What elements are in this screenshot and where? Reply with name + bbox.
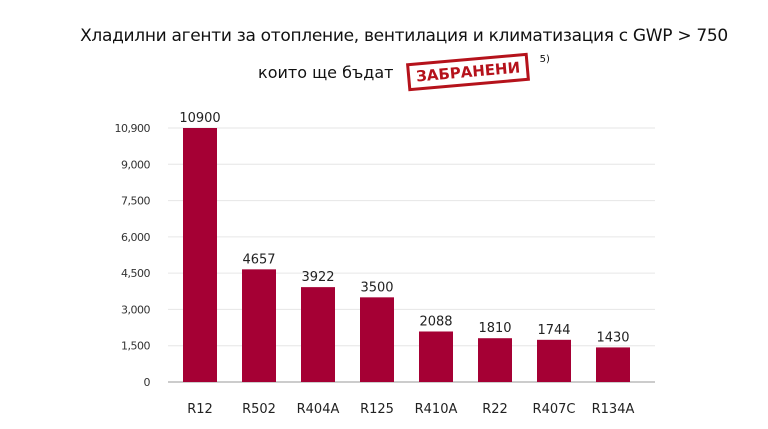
data-label: 1430 [596,330,629,345]
data-label: 4657 [242,252,275,267]
x-tick-label: R502 [242,402,276,417]
y-tick-label: 6,000 [121,231,150,244]
data-label: 3922 [301,270,334,285]
data-label: 2088 [419,314,452,329]
bar-r407c [537,339,571,382]
data-label: 1810 [478,321,511,336]
bar-r125 [360,297,394,382]
y-tick-label: 10,900 [115,122,151,135]
y-tick-label: 4,500 [121,267,150,280]
x-tick-label: R134A [592,402,635,417]
data-label: 3500 [360,280,393,295]
x-tick-label: R22 [482,402,508,417]
bar-r404a [301,287,335,382]
chart-subtitle: които ще бъдат [258,62,394,82]
footnote-marker: 5) [539,54,550,65]
x-tick-label: R410A [415,402,458,417]
bar-r410a [419,331,453,382]
y-tick-label: 7,500 [121,195,150,208]
bar-r12 [183,128,217,382]
x-tick-label: R125 [360,402,394,417]
y-tick-label: 1,500 [121,340,150,353]
chart-subtitle-row: които ще бъдат ЗАБРАНЕНИ 5) [0,52,768,92]
chart-title: Хладилни агенти за отопление, вентилация… [80,26,728,46]
x-tick-label: R12 [187,402,213,417]
bar-r134a [596,347,630,382]
bar-r502 [242,269,276,382]
bar-r22 [478,338,512,382]
x-tick-label: R407C [533,402,576,417]
x-tick-label: R404A [297,402,340,417]
data-label: 1744 [537,323,570,338]
y-tick-label: 3,000 [121,303,150,316]
y-tick-label: 9,000 [121,158,150,171]
y-tick-label: 0 [144,376,151,389]
data-label: 10900 [179,111,220,126]
